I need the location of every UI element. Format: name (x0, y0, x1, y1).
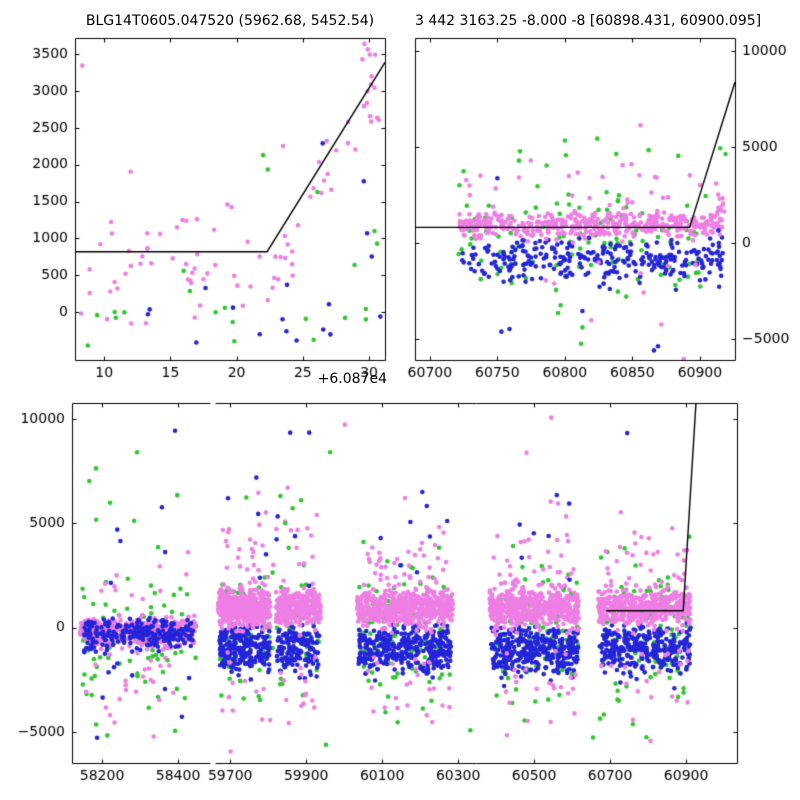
chart-title-top-left: BLG14T0605.047520 (5962.68, 5452.54) (85, 13, 375, 29)
x-axis-offset-label: +6.087e4 (317, 371, 387, 387)
chart-title-top-right: 3 442 3163.25 -8.000 -8 [60898.431, 6090… (415, 13, 762, 29)
